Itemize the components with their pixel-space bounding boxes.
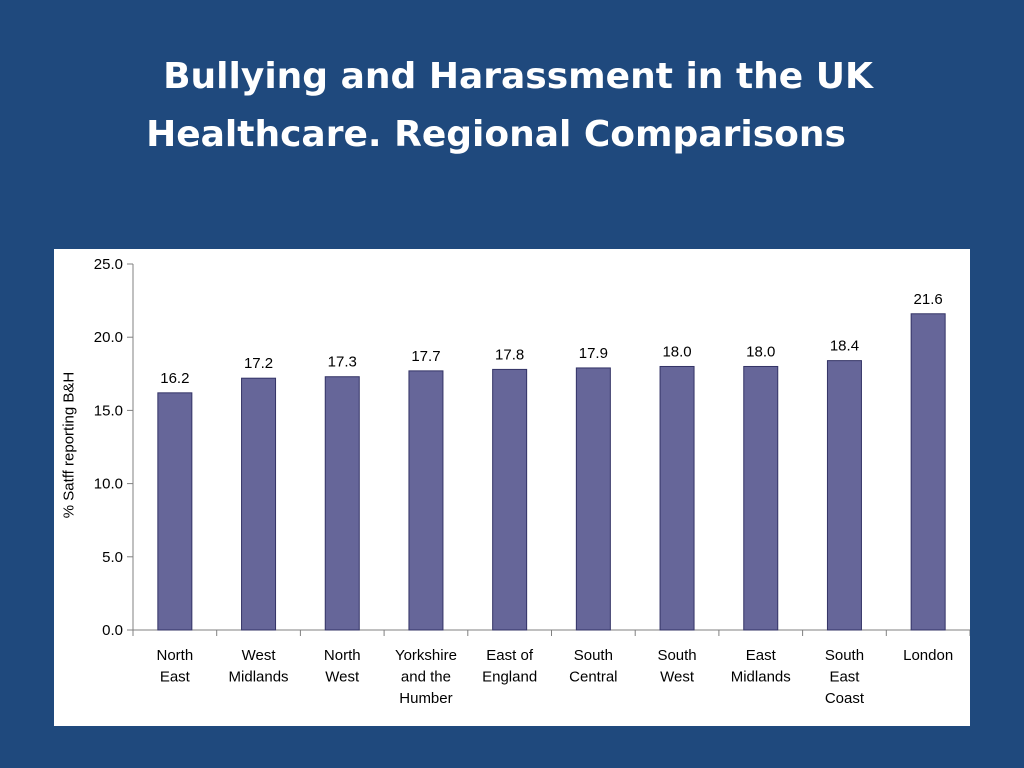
bar [743,365,779,631]
category-label-line: East [160,669,191,686]
category-label-line: East [829,669,860,686]
data-label: 17.3 [328,354,357,371]
y-tick-label: 10.0 [94,476,123,493]
category-label-line: North [324,647,361,664]
category-label: North West [324,647,361,686]
category-label: East Midlands [731,647,791,686]
category-label-line: Central [569,669,617,686]
data-label: 18.0 [746,343,775,360]
category-label-line: West [660,669,695,686]
y-tick-label: 15.0 [94,402,123,419]
data-label: 17.7 [411,348,440,365]
bar [910,313,946,631]
bar [157,392,193,631]
category-label: North East [157,647,194,686]
bar-chart-svg: 0.0 5.0 10.0 15.0 20.0 25.0 16.2 North East 17.2 W… [94,256,970,707]
category-label-line: South [657,647,696,664]
category-label: London [903,647,953,664]
category-label-line: Humber [399,690,452,707]
category-label-line: East [746,647,777,664]
category-label-line: Yorkshire [395,647,457,664]
category-label: Yorkshire and the Humber [395,647,457,707]
category-label-line: Midlands [731,669,791,686]
bar [492,368,528,631]
category-label: South East Coast [825,647,865,707]
y-tick-label: 25.0 [94,256,123,273]
category-label: West Midlands [229,647,289,686]
bar [575,367,611,631]
data-label: 17.2 [244,355,273,372]
category-label-line: Midlands [229,669,289,686]
data-label: 18.0 [662,343,691,360]
y-tick-label: 20.0 [94,329,123,346]
data-label: 17.8 [495,346,524,363]
category-label: East of England [482,647,537,686]
bar [659,365,695,631]
category-label-line: South [574,647,613,664]
data-label: 17.9 [579,345,608,362]
slide-title-line-1: Bullying and Harassment in the UK [163,56,873,97]
category-label-line: Coast [825,690,865,707]
category-label-line: London [903,647,953,664]
data-label: 21.6 [914,291,943,308]
category-label-line: West [242,647,277,664]
category-label-line: South [825,647,864,664]
slide-title: Bullying and Harassment in the UK Health… [0,48,1024,164]
category-label-line: East of [486,647,534,664]
category-label-line: and the [401,669,451,686]
bar [241,377,277,631]
bar [826,360,862,631]
category-label: South West [657,647,696,686]
data-label: 16.2 [160,370,189,387]
category-label: South Central [569,647,617,686]
bar [408,370,444,631]
data-label: 18.4 [830,338,859,355]
category-label-line: West [325,669,360,686]
category-label-line: North [157,647,194,664]
bar-chart: 0.0 5.0 10.0 15.0 20.0 25.0 16.2 North East 17.2 W… [54,249,970,726]
y-axis-label: % Satff reporting B&H [60,371,78,519]
category-label-line: England [482,669,537,686]
y-tick-label: 0.0 [102,622,123,639]
bar [324,376,360,631]
slide-title-line-2: Healthcare. Regional Comparisons [146,114,846,155]
y-tick-label: 5.0 [102,549,123,566]
